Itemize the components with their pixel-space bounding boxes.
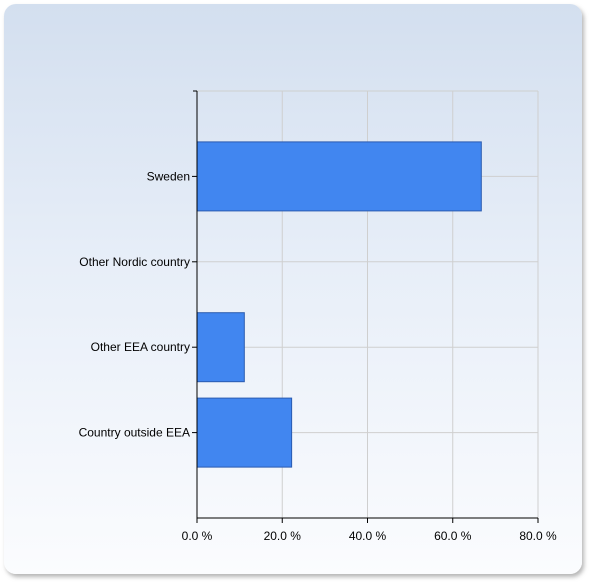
- y-tick-label: Other EEA country: [91, 340, 190, 354]
- x-tick-label: 0.0 %: [182, 529, 213, 543]
- x-tick-label: 40.0 %: [349, 529, 387, 543]
- x-tick-label: 20.0 %: [264, 529, 302, 543]
- x-tick-labels: 0.0 % 20.0 % 40.0 % 60.0 % 80.0 %: [182, 529, 557, 543]
- x-tick-label: 60.0 %: [434, 529, 472, 543]
- y-tick-label: Other Nordic country: [79, 255, 190, 269]
- x-tick-label: 80.0 %: [519, 529, 557, 543]
- y-tick-label: Country outside EEA: [79, 426, 190, 440]
- y-tick-label: Sweden: [147, 169, 190, 183]
- bars: [196, 141, 482, 468]
- bar: [196, 312, 245, 383]
- bar: [196, 141, 482, 212]
- bar: [196, 397, 293, 468]
- axes: [192, 90, 539, 523]
- y-tick-labels: Sweden Other Nordic country Other EEA coun…: [79, 169, 190, 439]
- chart-panel: [4, 4, 582, 574]
